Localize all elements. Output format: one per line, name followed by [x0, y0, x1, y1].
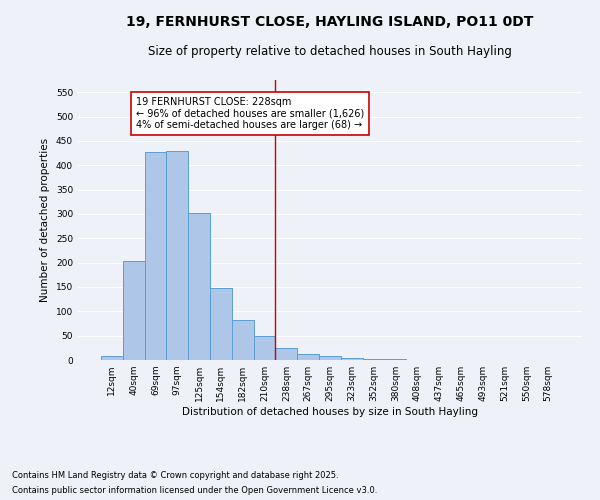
Bar	[275, 348, 297, 360]
Bar	[319, 356, 341, 360]
Bar	[297, 354, 319, 360]
Text: Contains HM Land Registry data © Crown copyright and database right 2025.: Contains HM Land Registry data © Crown c…	[12, 471, 338, 480]
Text: Size of property relative to detached houses in South Hayling: Size of property relative to detached ho…	[148, 45, 512, 58]
Bar	[210, 288, 232, 360]
Bar	[188, 213, 210, 360]
Bar	[232, 320, 254, 360]
Text: Contains public sector information licensed under the Open Government Licence v3: Contains public sector information licen…	[12, 486, 377, 495]
Bar	[123, 260, 145, 360]
Bar	[101, 356, 123, 360]
Bar	[385, 359, 406, 360]
Bar	[166, 150, 188, 360]
Bar	[363, 358, 385, 360]
Bar	[341, 358, 363, 360]
Bar	[145, 152, 166, 360]
Bar	[254, 336, 275, 360]
X-axis label: Distribution of detached houses by size in South Hayling: Distribution of detached houses by size …	[182, 407, 478, 417]
Text: 19 FERNHURST CLOSE: 228sqm
← 96% of detached houses are smaller (1,626)
4% of se: 19 FERNHURST CLOSE: 228sqm ← 96% of deta…	[136, 97, 364, 130]
Y-axis label: Number of detached properties: Number of detached properties	[40, 138, 50, 302]
Text: 19, FERNHURST CLOSE, HAYLING ISLAND, PO11 0DT: 19, FERNHURST CLOSE, HAYLING ISLAND, PO1…	[127, 15, 533, 29]
